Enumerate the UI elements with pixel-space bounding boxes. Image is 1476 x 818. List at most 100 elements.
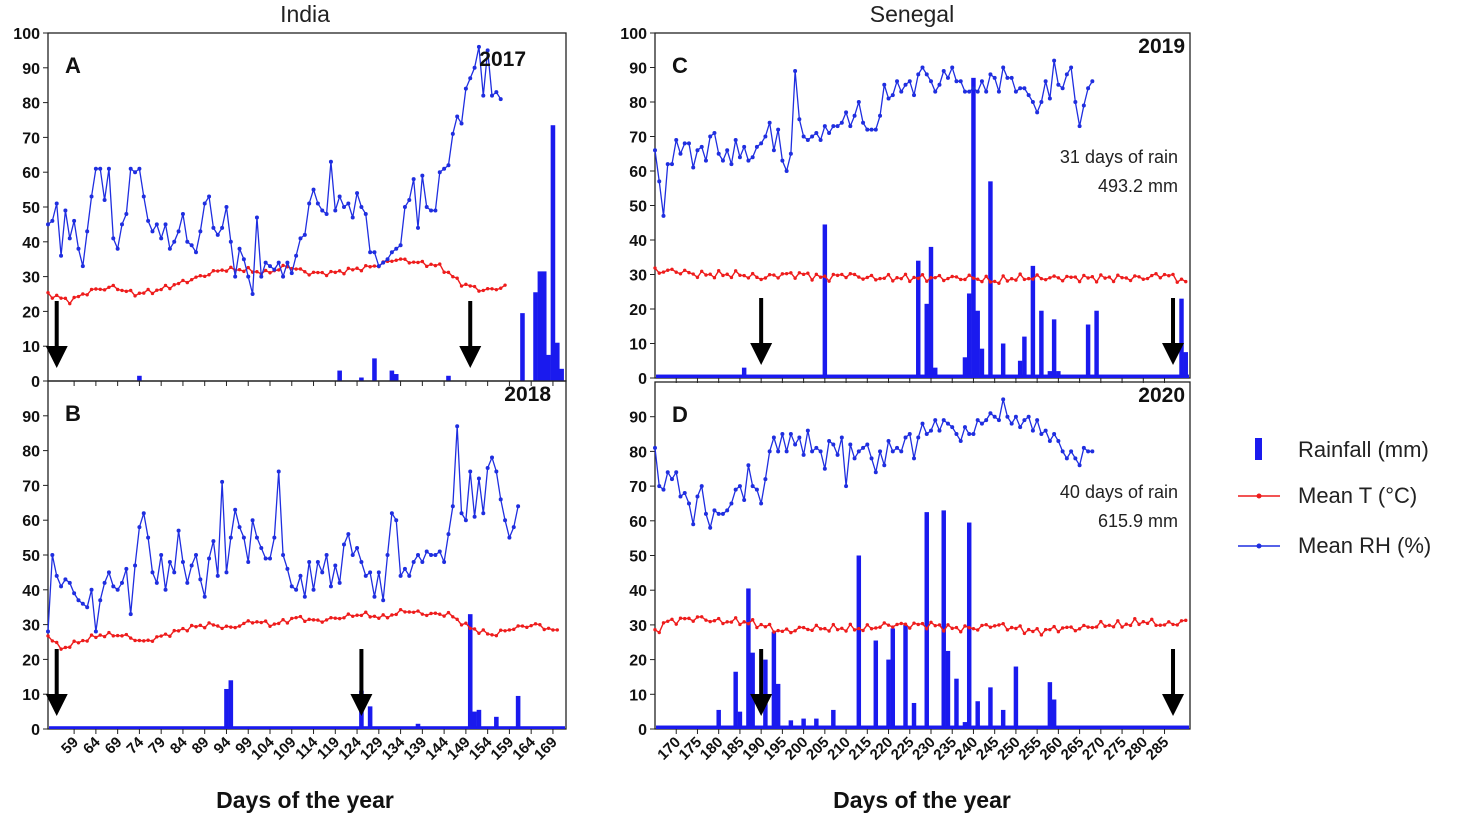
temperature-point (784, 627, 789, 631)
temperature-point (908, 626, 912, 630)
humidity-point (498, 497, 503, 502)
temperature-point (98, 633, 102, 637)
humidity-point (294, 253, 299, 258)
temperature-point (211, 623, 216, 627)
humidity-point (682, 141, 687, 146)
humidity-point (844, 484, 849, 489)
temperature-point (207, 621, 211, 625)
temperature-point (63, 296, 68, 301)
y-tick-label: 50 (629, 199, 647, 216)
humidity-point (320, 570, 325, 575)
humidity-point (46, 629, 50, 634)
temperature-point (403, 610, 407, 614)
rainfall-bar (1017, 360, 1023, 378)
humidity-point (1026, 414, 1031, 419)
humidity-point (220, 225, 225, 230)
temperature-point (163, 632, 168, 636)
rainfall-bar (988, 181, 993, 378)
humidity-point (59, 584, 64, 589)
humidity-point (476, 44, 481, 49)
temperature-point (372, 264, 377, 268)
x-tick-label: 169 (531, 734, 561, 764)
temperature-point (342, 271, 346, 276)
y-tick-label: 50 (629, 549, 647, 566)
humidity-point (289, 271, 294, 276)
y-tick-label: 30 (629, 268, 647, 285)
legend-rh-marker (1256, 543, 1262, 549)
temperature-point (1086, 276, 1090, 280)
temperature-point (1069, 625, 1073, 629)
temperature-point (895, 622, 899, 627)
temperature-point (992, 279, 997, 284)
humidity-point (80, 264, 85, 269)
temperature-point (1137, 275, 1141, 279)
humidity-point (916, 72, 921, 77)
humidity-point (381, 598, 386, 603)
y-tick-label: 90 (22, 61, 40, 78)
humidity-point (835, 452, 840, 457)
temperature-point (1048, 276, 1052, 280)
rain-summary-text: 615.9 mm (1098, 511, 1178, 531)
temperature-point (912, 275, 916, 280)
temperature-point (746, 622, 751, 626)
temperature-point (1116, 619, 1120, 623)
temperature-point (687, 270, 691, 275)
y-tick-label: 0 (31, 374, 40, 391)
temperature-point (1039, 633, 1044, 637)
humidity-point (784, 449, 789, 454)
temperature-point (1111, 279, 1116, 284)
temperature-point (316, 270, 320, 275)
temperature-point (916, 622, 920, 627)
temperature-point (844, 629, 848, 633)
temperature-point (946, 276, 950, 281)
temperature-point (407, 610, 411, 614)
temperature-point (185, 280, 189, 285)
humidity-point (920, 421, 925, 426)
humidity-point (416, 553, 420, 557)
legend-temp-marker (1256, 493, 1262, 499)
y-tick-label: 30 (629, 618, 647, 635)
humidity-point (355, 191, 360, 196)
rainfall-bar (716, 709, 721, 729)
rainfall-bar (737, 711, 743, 729)
temperature-point (246, 619, 250, 623)
y-tick-label: 90 (629, 410, 647, 427)
temperature-point (869, 273, 874, 278)
temperature-point (1073, 629, 1078, 633)
temperature-point (224, 269, 229, 273)
humidity-point (746, 463, 751, 468)
humidity-point (63, 577, 68, 582)
arrow-head (459, 346, 482, 368)
temperature-point (670, 617, 674, 621)
humidity-point (1022, 418, 1027, 423)
temperature-point (793, 629, 797, 633)
humidity-point (759, 141, 764, 146)
temperature-point (666, 619, 670, 623)
humidity-point (402, 566, 407, 571)
humidity-point (890, 449, 895, 454)
temperature-point (725, 620, 729, 624)
humidity-point (933, 418, 938, 423)
temperature-point (857, 275, 861, 279)
rainfall-bar (788, 720, 794, 729)
temperature-point (1145, 621, 1150, 626)
rainfall-bar (550, 125, 556, 381)
temperature-point (1022, 631, 1027, 636)
temperature-point (1094, 625, 1099, 629)
humidity-point (886, 96, 891, 101)
temperature-point (155, 288, 159, 292)
country-title-india: India (280, 1, 330, 27)
temperature-point (451, 615, 455, 619)
humidity-point (268, 264, 272, 269)
temperature-point (984, 622, 988, 627)
panel-letter: A (65, 53, 81, 78)
temperature-point (194, 625, 198, 629)
arrow-head (350, 694, 373, 716)
humidity-point (89, 194, 94, 199)
humidity-point (172, 570, 177, 575)
humidity-point (185, 580, 190, 585)
temperature-point (76, 641, 81, 645)
temperature-point (835, 273, 840, 278)
humidity-point (831, 124, 836, 129)
temperature-point (742, 273, 746, 278)
